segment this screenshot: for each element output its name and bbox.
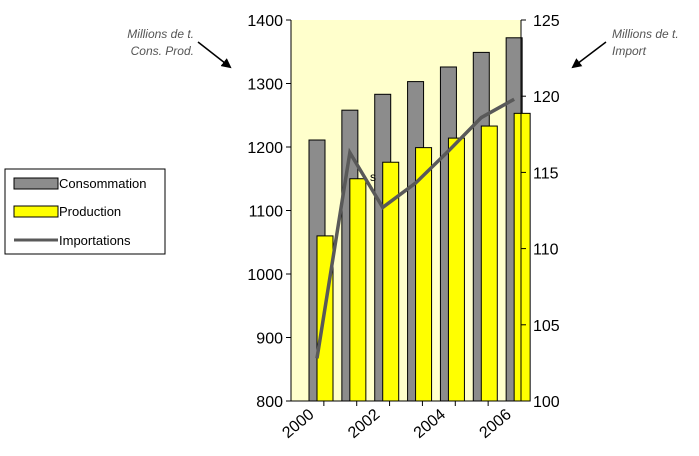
legend: Consommation Production Importations bbox=[4, 168, 166, 255]
right-axis-tick-label: 125 bbox=[533, 13, 560, 30]
left-axis-tick-label: 900 bbox=[256, 331, 283, 348]
legend-label-production: Production bbox=[59, 204, 121, 219]
right-axis-tick-label: 100 bbox=[533, 394, 560, 411]
left-axis-tick-label: 1200 bbox=[247, 140, 283, 157]
right-axis-tick-label: 110 bbox=[533, 242, 559, 259]
left-axis-tick-label: 1000 bbox=[247, 267, 283, 284]
left-axis-tick-label: 1400 bbox=[247, 13, 283, 30]
right-axis-tick-label: 115 bbox=[533, 165, 559, 182]
stray-label: s bbox=[370, 170, 376, 184]
right-axis-caption: Millions de t. Import bbox=[612, 26, 699, 60]
line-importations bbox=[315, 97, 515, 359]
right-axis-tick-label: 120 bbox=[533, 89, 560, 106]
bar-production-2006 bbox=[513, 112, 531, 402]
legend-swatch-production bbox=[13, 205, 59, 218]
left-axis-caption-line-2: Cons. Prod. bbox=[130, 44, 194, 58]
x-axis-tick-label: 2000 bbox=[279, 406, 317, 442]
left-axis-caption-line-1: Millions de t. bbox=[127, 27, 194, 41]
legend-label-importations: Importations bbox=[59, 233, 131, 248]
x-axis-tick-label: 2004 bbox=[411, 406, 449, 442]
x-axis-tick-label: 2006 bbox=[477, 406, 515, 442]
left-axis-caption: Millions de t. Cons. Prod. bbox=[90, 26, 194, 60]
left-axis-arrow bbox=[197, 41, 232, 69]
left-axis-tick-label: 1300 bbox=[247, 77, 283, 94]
bar-production-2001 bbox=[349, 178, 367, 402]
legend-swatch-consommation bbox=[13, 177, 59, 190]
right-axis-arrow bbox=[571, 41, 607, 69]
right-axis-tick-label: 105 bbox=[533, 318, 560, 335]
right-axis-caption-line-2: Import bbox=[612, 44, 647, 58]
left-axis-tick-label: 1100 bbox=[249, 204, 284, 221]
right-axis-caption-line-1: Millions de t. bbox=[612, 27, 679, 41]
bar-production-2005 bbox=[480, 125, 498, 402]
bar-production-2003 bbox=[415, 147, 433, 402]
bar-production-2004 bbox=[447, 137, 465, 402]
legend-label-consommation: Consommation bbox=[59, 176, 146, 191]
x-axis-tick-label: 2002 bbox=[345, 406, 383, 442]
left-axis-tick-label: 800 bbox=[256, 394, 283, 411]
